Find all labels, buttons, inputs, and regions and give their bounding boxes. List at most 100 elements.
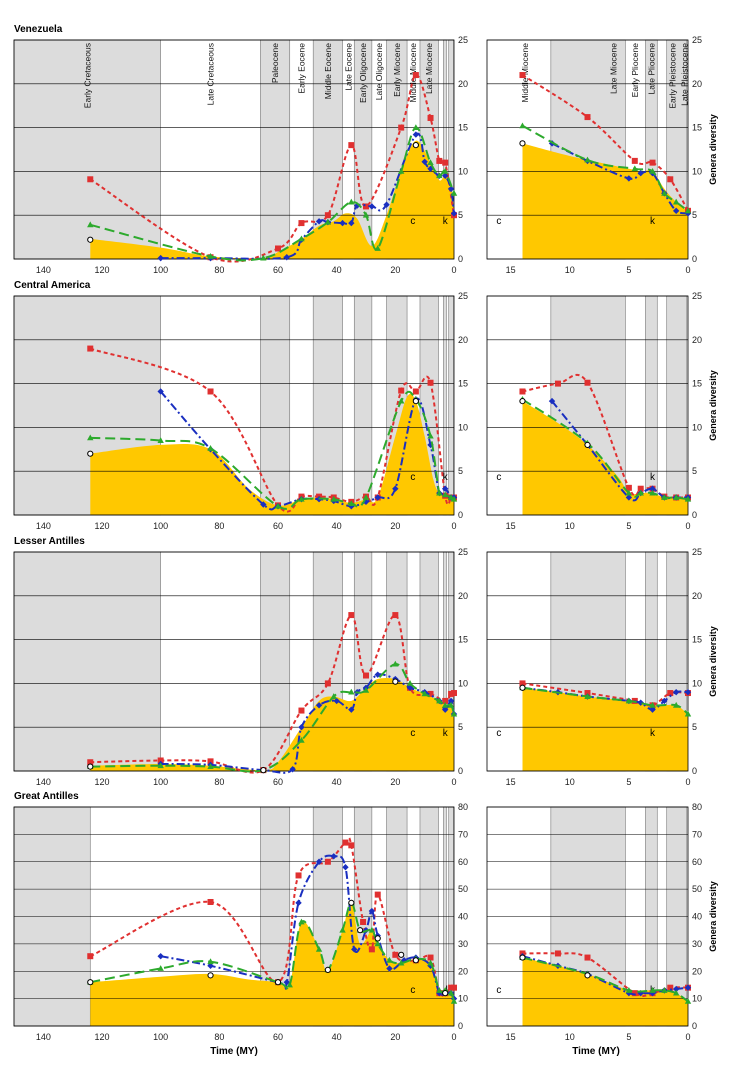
marker-label-k: k (650, 472, 656, 483)
marker-label-c: c (410, 728, 415, 739)
plot-frame (486, 295, 689, 516)
x-tick-label: 80 (214, 265, 224, 275)
epoch-band (353, 295, 373, 516)
epoch-band (260, 295, 291, 516)
x-tick-label: 100 (153, 265, 168, 275)
plot-frame (13, 806, 455, 1027)
data-point-blue (383, 201, 390, 208)
epoch-label: Middle Eocene (323, 43, 333, 100)
data-point-blue (295, 899, 302, 907)
x-tick-label: 140 (36, 777, 51, 787)
diversity-area (90, 393, 455, 515)
series-line-red (521, 74, 689, 212)
x-tick-label: 0 (451, 777, 456, 787)
data-point-green (450, 710, 458, 717)
epoch-band (13, 39, 161, 260)
epoch-label: Early Eocene (296, 43, 306, 94)
x-tick-label: 60 (273, 521, 283, 531)
data-point-green (684, 997, 692, 1004)
data-point-red (207, 388, 214, 395)
data-point-blue (374, 494, 381, 501)
x-tick-label: 15 (506, 521, 516, 531)
diversity-area (90, 902, 455, 1026)
y-tick-label: 25 (458, 291, 468, 301)
data-point-red (436, 157, 443, 164)
marker-label-k: k (443, 216, 449, 227)
data-point-red (554, 950, 561, 957)
data-point-green (398, 397, 405, 404)
data-point-green (330, 693, 337, 699)
data-point-blue (330, 853, 337, 860)
y-tick-label: 80 (692, 802, 702, 812)
data-point-red (584, 379, 591, 386)
data-point-green (625, 987, 633, 993)
data-point-green (450, 997, 458, 1004)
y-tick-label: 25 (692, 35, 702, 45)
data-point-black (519, 954, 526, 961)
data-point-blue (548, 397, 556, 405)
data-point-red (667, 984, 674, 991)
x-tick-label: 40 (332, 521, 342, 531)
data-point-red (667, 176, 674, 183)
data-point-black (357, 927, 364, 934)
data-point-green (661, 494, 668, 500)
x-tick-label: 5 (626, 521, 631, 531)
y-tick-label: 10 (458, 994, 468, 1004)
y-tick-label: 10 (458, 166, 468, 176)
data-point-blue (348, 706, 355, 713)
data-point-red (363, 672, 369, 679)
data-point-green (274, 502, 282, 509)
x-tick-label: 10 (565, 521, 575, 531)
series-line-green (90, 126, 455, 262)
data-point-black (87, 763, 94, 770)
data-point-black (207, 972, 214, 979)
panel-title: Venezuela (14, 24, 63, 35)
panel-title: Central America (14, 280, 91, 291)
data-point-red (519, 72, 526, 79)
y-tick-label: 50 (458, 884, 468, 894)
data-point-green (649, 987, 656, 993)
epoch-label: Early Oligocene (358, 43, 368, 103)
data-point-red (324, 680, 331, 687)
y-tick-label: 15 (458, 379, 468, 389)
data-point-blue (157, 254, 164, 262)
plot-frame (486, 551, 689, 772)
data-point-red (87, 345, 94, 352)
x-tick-label: 10 (565, 265, 575, 275)
x-tick-label: 5 (626, 777, 631, 787)
data-point-green (421, 690, 428, 697)
data-point-black (584, 441, 591, 449)
y-tick-label: 40 (692, 912, 702, 922)
data-point-blue (283, 979, 290, 986)
y-tick-label: 0 (692, 766, 697, 776)
data-point-red (398, 387, 405, 394)
data-point-blue (625, 494, 633, 501)
data-point-blue (400, 957, 408, 964)
chart-panel-central-america-zoom: 0 5 10 15 20 25 15 10 5 0 Genera diversity c k (486, 291, 718, 531)
epoch-label: Late Miocene (424, 43, 434, 94)
x-tick-label: 40 (332, 1032, 342, 1042)
data-point-red (451, 690, 457, 697)
data-point-green (374, 245, 381, 251)
data-point-red (374, 891, 381, 898)
data-point-red (324, 858, 331, 865)
marker-label-k: k (443, 728, 449, 739)
x-tick-label: 0 (685, 521, 690, 531)
y-tick-label: 60 (458, 857, 468, 867)
y-tick-label: 15 (458, 635, 468, 645)
data-point-green (519, 122, 526, 129)
data-point-red (207, 758, 214, 765)
data-point-red (348, 612, 355, 619)
data-point-green (398, 959, 405, 966)
y-tick-label: 15 (458, 123, 468, 133)
x-tick-label: 15 (506, 1032, 516, 1042)
data-point-red (584, 954, 591, 961)
data-point-blue (637, 989, 644, 997)
data-point-blue (442, 485, 449, 492)
y-tick-label: 20 (458, 591, 468, 601)
data-point-red (342, 839, 349, 846)
y-tick-label: 40 (458, 912, 468, 922)
data-point-blue (260, 501, 267, 508)
